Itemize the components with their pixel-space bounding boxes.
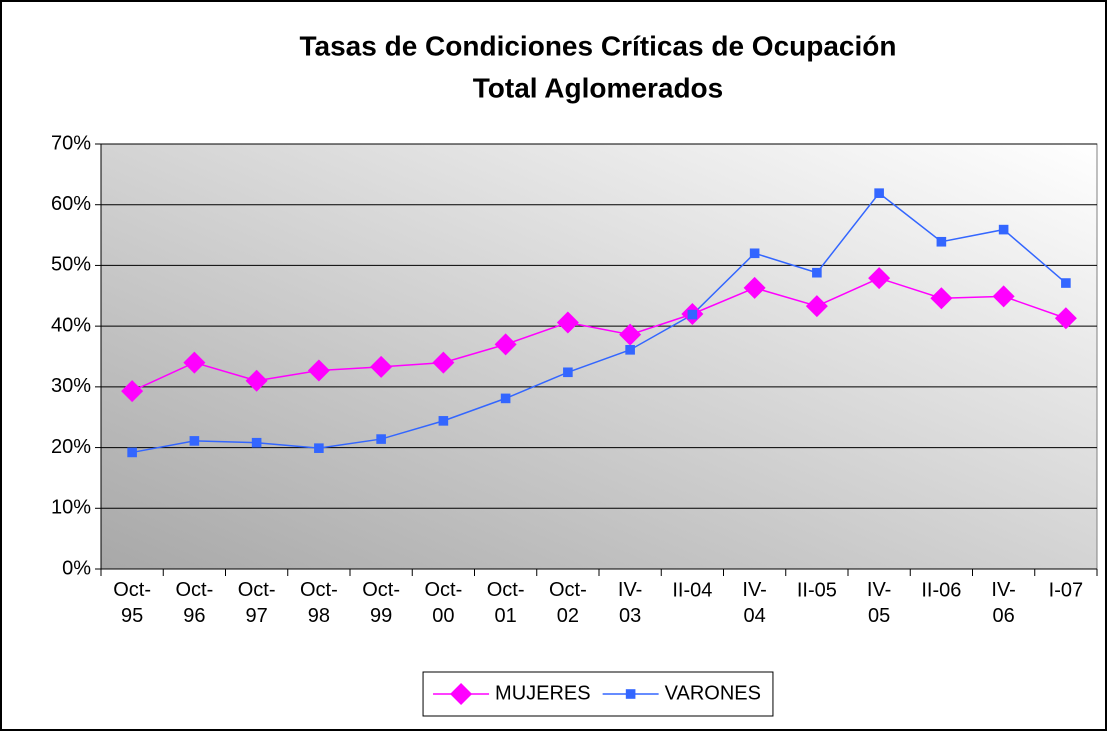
y-tick-label: 30% xyxy=(51,375,91,397)
marker xyxy=(500,393,511,404)
x-tick-label: Oct-00 xyxy=(424,579,462,627)
marker xyxy=(563,367,573,378)
x-tick-label: II-05 xyxy=(797,579,837,601)
marker xyxy=(432,351,455,374)
y-tick-label: 50% xyxy=(51,254,91,276)
marker xyxy=(1061,278,1071,288)
marker xyxy=(936,236,947,247)
marker xyxy=(625,345,635,355)
marker xyxy=(868,267,891,290)
x-tick-label: Oct-02 xyxy=(549,579,587,627)
marker xyxy=(189,436,200,446)
marker xyxy=(1054,307,1077,330)
marker xyxy=(992,285,1015,308)
x-tick-label: II-04 xyxy=(672,579,712,601)
x-tick-label: Oct-95 xyxy=(113,579,151,627)
chart-title: Total Aglomerados xyxy=(473,72,723,103)
marker xyxy=(314,443,324,453)
y-tick-label: 60% xyxy=(51,193,91,215)
plot-area xyxy=(100,143,1098,570)
marker xyxy=(556,311,579,334)
marker xyxy=(805,295,828,318)
y-tick-label: 70% xyxy=(51,132,91,154)
marker xyxy=(370,355,393,378)
marker xyxy=(874,188,884,198)
x-tick-label: Oct-98 xyxy=(300,579,338,627)
legend: MUJERES VARONES xyxy=(422,671,774,717)
marker xyxy=(245,369,268,392)
marker xyxy=(749,248,760,259)
marker xyxy=(438,416,449,426)
series-line xyxy=(131,192,1067,454)
chart-title: Tasas de Condiciones Críticas de Ocupaci… xyxy=(300,30,897,61)
legend-label: VARONES xyxy=(665,682,761,704)
x-tick-label: I-07 xyxy=(1049,579,1083,601)
marker xyxy=(812,267,822,278)
marker xyxy=(307,359,330,382)
x-tick-label: IV-04 xyxy=(742,579,766,627)
marker xyxy=(625,689,636,699)
x-tick-label: Oct-01 xyxy=(487,579,525,627)
marker xyxy=(930,287,953,310)
marker xyxy=(494,333,517,356)
x-tick-label: IV-05 xyxy=(867,579,891,627)
x-tick-label: Oct-99 xyxy=(362,579,400,627)
marker xyxy=(998,224,1009,235)
marker xyxy=(450,683,473,705)
y-tick-label: 10% xyxy=(51,497,91,519)
marker xyxy=(127,447,137,458)
marker xyxy=(121,380,144,403)
x-tick-label: Oct-96 xyxy=(175,579,213,627)
x-tick-label: IV-03 xyxy=(618,579,642,627)
x-tick-label: II-06 xyxy=(921,579,961,601)
marker xyxy=(743,276,766,299)
legend-label: MUJERES xyxy=(495,682,591,704)
y-tick-label: 20% xyxy=(51,436,91,458)
y-tick-label: 0% xyxy=(62,557,91,579)
x-tick-label: IV-06 xyxy=(991,579,1015,627)
y-tick-label: 40% xyxy=(51,314,91,336)
marker xyxy=(183,351,206,374)
marker xyxy=(619,323,642,346)
series-line xyxy=(131,277,1067,392)
marker xyxy=(376,434,386,444)
x-tick-label: Oct-97 xyxy=(238,579,276,627)
marker xyxy=(687,309,698,320)
marker xyxy=(251,437,262,448)
